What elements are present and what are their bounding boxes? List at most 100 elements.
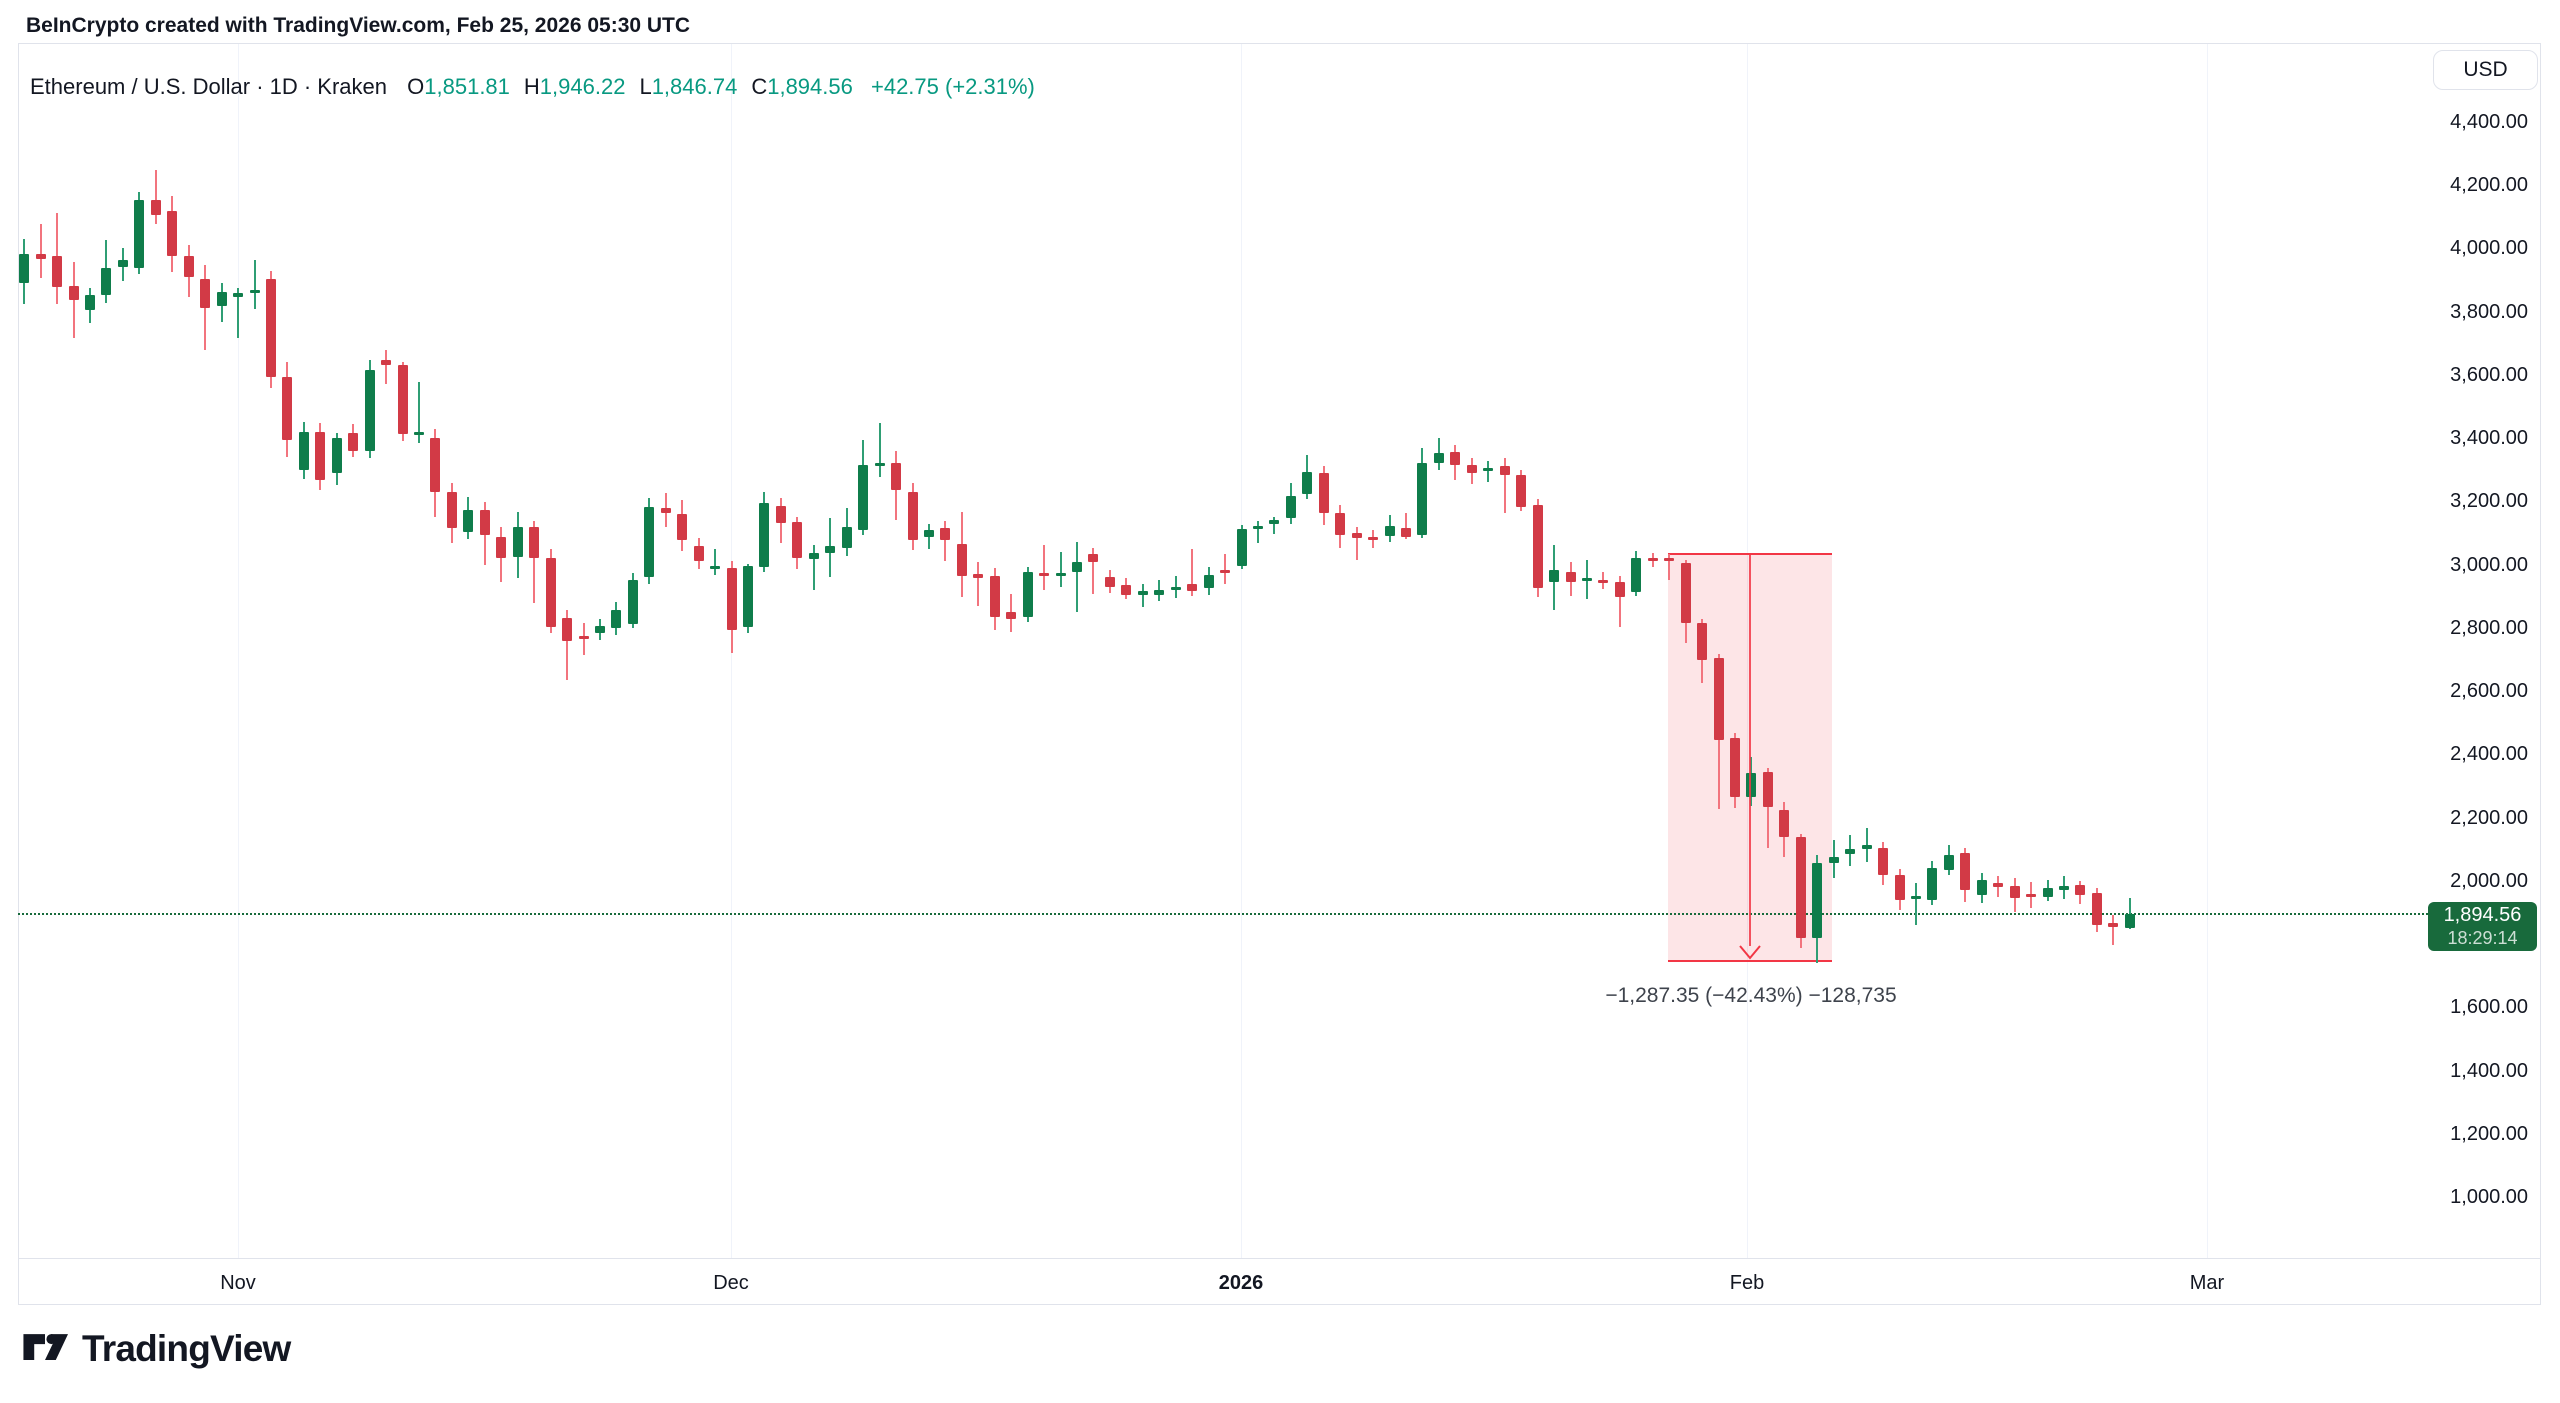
ohlc-key: C	[751, 74, 768, 99]
candle-body	[743, 565, 753, 627]
candle-body	[19, 253, 30, 283]
candle-body	[1252, 526, 1263, 530]
candle-body	[644, 507, 655, 577]
candle-body	[1104, 577, 1115, 587]
gridline-vertical	[238, 44, 239, 1258]
candle-body	[726, 567, 737, 630]
time-axis-divider	[18, 1258, 2541, 1259]
candle-body	[68, 286, 79, 300]
candle-body	[1220, 570, 1231, 574]
chart-plot-area[interactable]	[18, 43, 2438, 1258]
candle-body	[1483, 467, 1494, 472]
candle-body	[1335, 513, 1346, 536]
candle-wick	[714, 548, 717, 576]
measure-tool-vertical-line	[1749, 554, 1751, 946]
price-tick-label: 4,000.00	[2450, 237, 2528, 260]
candle-body	[1960, 852, 1971, 890]
candle-body	[2075, 884, 2086, 896]
candle-wick	[1191, 548, 1194, 597]
candle-body	[627, 579, 638, 625]
candle-body	[759, 502, 770, 567]
candle-body	[693, 545, 704, 562]
candle-body	[167, 210, 178, 257]
candle-body	[841, 527, 852, 548]
candle-wick	[1997, 876, 2000, 898]
candle-body	[414, 431, 424, 435]
candle-wick	[253, 259, 256, 309]
candle-wick	[39, 224, 42, 279]
candle-wick	[582, 623, 585, 656]
candle-body	[85, 294, 95, 311]
candle-body	[562, 618, 573, 642]
candle-body	[1598, 579, 1609, 583]
candle-body	[808, 552, 819, 559]
candle-body	[2108, 923, 2119, 927]
chart-frame	[18, 43, 2541, 1305]
gridline-vertical	[2207, 44, 2208, 1258]
time-axis-label: Dec	[713, 1272, 749, 1294]
candle-wick	[1405, 513, 1407, 539]
candle-body	[775, 505, 786, 523]
candle-wick	[566, 609, 569, 681]
candle-body	[1976, 879, 1987, 895]
candle-body	[1154, 589, 1165, 595]
candle-body	[381, 359, 392, 366]
tradingview-logo-text: TradingView	[82, 1328, 291, 1369]
candle-body	[1779, 809, 1790, 837]
price-tick-label: 1,200.00	[2450, 1122, 2528, 1145]
candle-body	[1845, 849, 1856, 854]
candle-body	[1828, 857, 1839, 863]
candle-wick	[1487, 460, 1490, 482]
candle-body	[1812, 862, 1823, 938]
price-change: +42.75 (+2.31%)	[870, 74, 1035, 99]
candle-wick	[1618, 576, 1621, 627]
candle-body	[874, 462, 885, 466]
measure-arrow-icon	[1738, 944, 1762, 965]
candle-body	[249, 290, 260, 294]
currency-toggle-button[interactable]: USD	[2433, 50, 2538, 90]
candle-body	[364, 369, 375, 451]
price-tick-label: 2,000.00	[2450, 869, 2528, 892]
candle-wick	[1141, 584, 1144, 607]
symbol-title[interactable]: Ethereum / U.S. Dollar · 1D · Kraken	[30, 74, 388, 99]
last-price-badge[interactable]: 1,894.56 18:29:14	[2428, 902, 2537, 951]
symbol-info-line[interactable]: Ethereum / U.S. Dollar · 1D · Kraken O1,…	[30, 74, 1035, 100]
candle-wick	[944, 521, 947, 562]
price-tick-label: 1,600.00	[2450, 996, 2528, 1019]
candle-body	[1072, 562, 1082, 572]
candle-wick	[237, 287, 240, 339]
candle-wick	[1043, 545, 1046, 590]
candle-body	[496, 537, 507, 558]
candle-body	[298, 431, 309, 470]
time-axis-label: Nov	[220, 1272, 256, 1294]
candle-body	[1022, 571, 1033, 618]
candle-wick	[1076, 541, 1078, 613]
candle-wick	[977, 562, 980, 606]
candle-body	[1631, 557, 1642, 592]
candle-wick	[385, 350, 388, 385]
candle-body	[2009, 885, 2020, 898]
candle-body	[348, 433, 359, 451]
price-tick-label: 2,400.00	[2450, 743, 2528, 766]
candle-wick	[204, 264, 207, 351]
candle-body	[1713, 658, 1724, 741]
price-tick-label: 4,200.00	[2450, 174, 2528, 197]
candle-body	[282, 376, 293, 441]
candle-body	[512, 527, 523, 558]
candle-body	[1466, 465, 1477, 473]
candle-body	[1203, 575, 1214, 589]
candle-body	[52, 256, 63, 288]
ohlc-values: O1,851.81 H1,946.22 L1,846.74 C1,894.56	[393, 74, 853, 99]
candle-body	[331, 438, 342, 473]
candle-body	[578, 636, 589, 640]
candle-body	[940, 527, 951, 540]
price-tick-label: 3,200.00	[2450, 490, 2528, 513]
candle-body	[1121, 584, 1132, 595]
candle-wick	[1355, 527, 1358, 561]
candle-body	[792, 521, 803, 558]
candle-body	[1450, 452, 1461, 466]
candle-body	[2059, 885, 2069, 890]
candle-body	[233, 292, 244, 298]
candle-body	[891, 462, 902, 491]
candle-body	[611, 609, 622, 628]
